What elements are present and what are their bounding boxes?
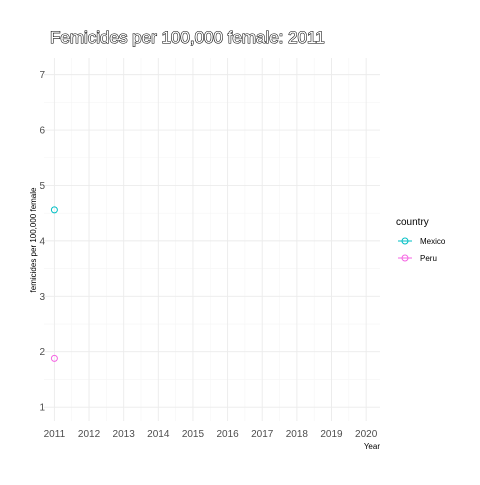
grid-lines [44,58,380,421]
y-tick-label: 2 [39,347,45,358]
data-point-mexico [50,206,58,214]
y-tick-label: 7 [39,70,45,81]
x-tick-label: 2014 [147,429,170,440]
data-points [50,206,58,362]
legend: country Mexico Peru [396,217,446,263]
y-tick-label: 5 [39,181,45,192]
x-tick-labels: 2011 2012 2013 2014 2015 2016 2017 2018 2019 2020 [44,429,378,440]
chart-title: Femicides per 100,000 female: 2011 [50,28,325,47]
legend-items: Mexico Peru [398,237,446,263]
data-point-peru [50,354,58,362]
x-tick-label: 2018 [286,429,309,440]
x-tick-label: 2016 [216,429,239,440]
x-tick-label: 2015 [182,429,205,440]
y-tick-label: 4 [39,236,45,247]
y-tick-label: 6 [39,126,45,137]
legend-label: Mexico [420,237,446,246]
x-tick-label: 2012 [78,429,101,440]
y-tick-label: 3 [39,292,45,303]
y-tick-label: 1 [39,403,45,414]
legend-item-mexico: Mexico [398,237,446,246]
x-axis-title: Year [364,442,381,451]
legend-item-peru: Peru [398,254,437,263]
legend-label: Peru [420,254,437,263]
x-tick-label: 2019 [320,429,343,440]
legend-key-marker [401,237,409,245]
y-tick-labels: 1 2 3 4 5 6 7 [39,70,45,414]
legend-title: country [396,217,429,228]
legend-key-marker [401,254,409,262]
y-axis-title: femicides per 100,000 female [29,187,38,293]
x-tick-label: 2013 [113,429,136,440]
x-tick-label: 2020 [355,429,378,440]
x-tick-label: 2011 [44,429,66,440]
x-tick-label: 2017 [251,429,274,440]
